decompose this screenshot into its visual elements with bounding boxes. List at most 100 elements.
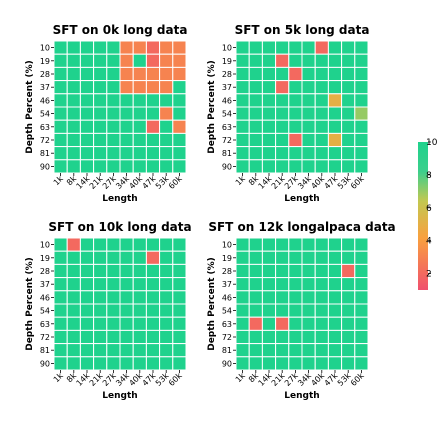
heatmap-cell (327, 329, 343, 345)
heatmap-cell (301, 93, 316, 108)
heatmap-cell (275, 329, 290, 345)
heatmap-cell (132, 237, 147, 252)
heatmap-cell (66, 329, 81, 345)
heatmap-cell (261, 316, 277, 331)
heatmap-cell (354, 356, 369, 371)
heatmap-cell (235, 53, 250, 68)
heatmap-cell (354, 40, 369, 55)
heatmap-cell (93, 316, 108, 331)
heatmap-cell (53, 250, 68, 265)
y-tick-label: 54 (222, 110, 232, 119)
heatmap-cell (327, 80, 343, 95)
heatmap-cell (288, 263, 303, 279)
heatmap-cell (327, 40, 343, 55)
heatmap-cell (354, 263, 369, 279)
heatmap-cell (145, 40, 161, 55)
heatmap-cell (354, 343, 369, 358)
heatmap-cell (327, 263, 343, 279)
heatmap-cell (93, 263, 108, 279)
heatmap-cell (79, 263, 95, 279)
x-axis-label: Length (102, 391, 137, 401)
heatmap-cell (79, 290, 95, 305)
y-tick-label: 90 (40, 359, 50, 368)
heatmap-cell (172, 277, 187, 292)
heatmap-cell (341, 343, 356, 358)
heatmap-cell (145, 356, 161, 371)
heatmap-cell (261, 66, 277, 82)
heatmap-cell (327, 250, 343, 265)
x-tick-label: 60k (349, 174, 366, 191)
heatmap-cell (301, 329, 316, 345)
heatmap-cell (159, 132, 174, 148)
heatmap-cell (235, 40, 250, 55)
heatmap-cell (261, 343, 277, 358)
y-tick-label: 28 (222, 70, 232, 79)
heatmap-cell (53, 80, 68, 95)
heatmap-cell (132, 106, 147, 121)
heatmap-cell (288, 119, 303, 134)
heatmap-cell (275, 159, 290, 174)
heatmap-cell (119, 93, 134, 108)
heatmap-cell (132, 40, 147, 55)
y-tick-label: 54 (40, 307, 50, 316)
heatmap-cell (93, 146, 108, 161)
heatmap-cell (159, 277, 174, 292)
heatmap-cell (93, 356, 108, 371)
heatmap-cell (159, 237, 174, 252)
heatmap-cell (354, 329, 369, 345)
heatmap-cell (132, 159, 147, 174)
heatmap-cell (132, 132, 147, 148)
heatmap-cell (172, 343, 187, 358)
heatmap-cell (235, 329, 250, 345)
heatmap-cell (261, 159, 277, 174)
heatmap-cell (66, 277, 81, 292)
y-tick-label: 54 (40, 110, 50, 119)
heatmap-cell (145, 80, 161, 95)
y-tick-label: 28 (40, 267, 50, 276)
y-tick-label: 19 (40, 254, 50, 263)
y-tick-label: 28 (40, 70, 50, 79)
heatmap-cell (248, 80, 263, 95)
y-tick-label: 90 (40, 162, 50, 171)
heatmap-cell (132, 277, 147, 292)
heatmap-cell (132, 146, 147, 161)
heatmap-cell (119, 316, 134, 331)
heatmap-cell (235, 250, 250, 265)
heatmap-cell (93, 106, 108, 121)
heatmap-cell (248, 53, 263, 68)
heatmap-cell (145, 159, 161, 174)
heatmap-cell (119, 277, 134, 292)
heatmap-cell (341, 290, 356, 305)
heatmap-cell (53, 146, 68, 161)
heatmap-cell (327, 303, 343, 318)
heatmap-cell (145, 146, 161, 161)
heatmap-cell (235, 290, 250, 305)
heatmap-cell (314, 80, 329, 95)
heatmap-cell (248, 93, 263, 108)
y-axis-label: Depth Percent (%) (25, 257, 35, 351)
heatmap-cell (341, 80, 356, 95)
heatmap-cell (275, 290, 290, 305)
y-tick-label: 72 (40, 136, 50, 145)
heatmap-cell (119, 356, 134, 371)
heatmap-cell (301, 40, 316, 55)
heatmap-cell (66, 237, 81, 252)
heatmap-cell (119, 119, 134, 134)
heatmap-cell (119, 263, 134, 279)
heatmap-cell (159, 356, 174, 371)
heatmap-cell (79, 159, 95, 174)
heatmap-cell (106, 290, 121, 305)
heatmap-cell (301, 237, 316, 252)
y-tick-label: 19 (40, 57, 50, 66)
heatmap-cell (301, 132, 316, 148)
heatmap-cell (145, 277, 161, 292)
heatmap-cell (66, 53, 81, 68)
heatmap-cell (172, 329, 187, 345)
heatmap-cell (145, 132, 161, 148)
heatmap-cell (261, 119, 277, 134)
y-tick-label: 81 (222, 346, 232, 355)
heatmap-cell (275, 53, 290, 68)
heatmap-cell (301, 263, 316, 279)
x-tick-label: 60k (167, 371, 184, 388)
heatmap-cell (301, 316, 316, 331)
